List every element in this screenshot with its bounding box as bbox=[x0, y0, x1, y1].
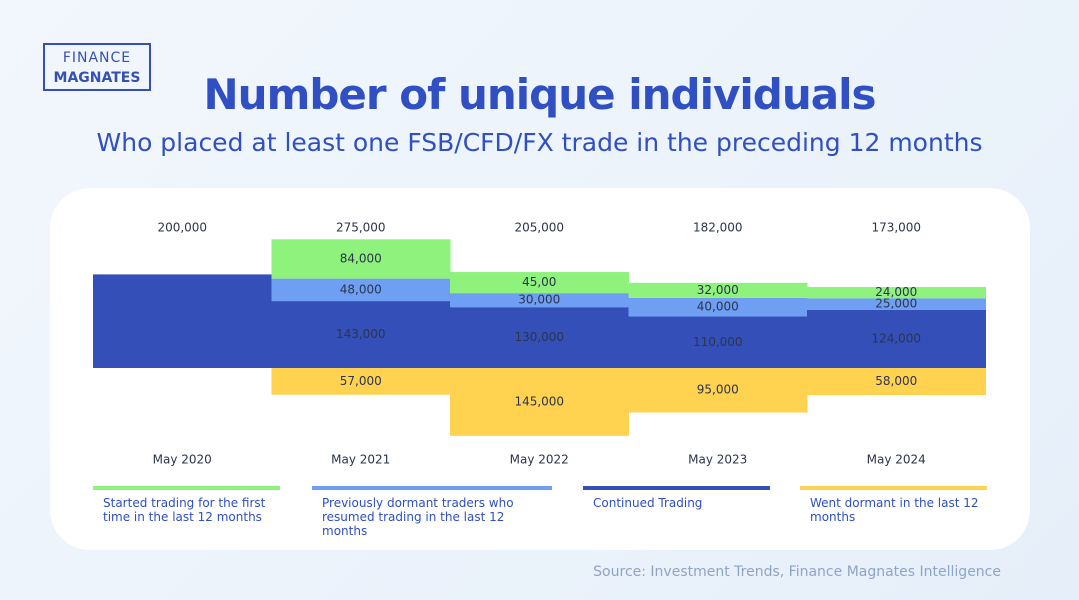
data-label: 145,000 bbox=[514, 394, 564, 408]
bar-segment bbox=[807, 368, 986, 396]
data-label: 40,000 bbox=[697, 300, 739, 314]
bar-segment bbox=[271, 239, 451, 279]
legend-entry: Previously dormant traders who resumed t… bbox=[312, 486, 552, 538]
bar-segment bbox=[628, 368, 808, 413]
total-label: 275,000 bbox=[336, 221, 386, 235]
data-label: 25,000 bbox=[875, 297, 917, 311]
bar-segment bbox=[807, 287, 986, 299]
bar-segment bbox=[628, 297, 808, 317]
bar-segment bbox=[450, 307, 629, 368]
data-label: 84,000 bbox=[340, 251, 382, 265]
legend-entry: Went dormant in the last 12 months bbox=[800, 486, 987, 524]
logo-text: FINANCE bbox=[62, 50, 132, 66]
data-label: 45,00 bbox=[522, 275, 556, 289]
legend-entry: Started trading for the first time in th… bbox=[93, 486, 280, 524]
x-tick-label: May 2023 bbox=[688, 453, 747, 467]
logo: FINANCE MAGNATES bbox=[43, 43, 151, 91]
data-label: 95,000 bbox=[697, 383, 739, 397]
x-tick-label: May 2022 bbox=[510, 453, 569, 467]
total-label: 173,000 bbox=[871, 221, 921, 235]
data-label: 124,000 bbox=[871, 331, 921, 345]
data-label: 143,000 bbox=[336, 327, 386, 341]
total-label: 200,000 bbox=[157, 221, 207, 235]
total-label: 205,000 bbox=[514, 221, 564, 235]
source: Source: Investment Trends, Finance Magna… bbox=[593, 564, 1001, 580]
bar-segment bbox=[807, 309, 986, 368]
bar-segment bbox=[450, 368, 629, 436]
data-label: 57,000 bbox=[340, 374, 382, 388]
bar-segment bbox=[271, 301, 451, 368]
bar-segment bbox=[450, 272, 629, 294]
bar-segment bbox=[271, 368, 451, 395]
x-tick-label: May 2020 bbox=[153, 453, 212, 467]
data-label: 24,000 bbox=[875, 285, 917, 299]
logo-text: MAGNATES bbox=[53, 70, 141, 86]
bar-segment bbox=[807, 298, 986, 310]
data-label: 130,000 bbox=[514, 330, 564, 344]
bar-segment bbox=[628, 316, 808, 368]
data-label: 110,000 bbox=[693, 335, 743, 349]
chart-subtitle: Who placed at least one FSB/CFD/FX trade… bbox=[96, 128, 983, 157]
bar-segment bbox=[271, 278, 451, 302]
data-label: 48,000 bbox=[340, 282, 382, 296]
legend-entry: Continued Trading bbox=[583, 486, 770, 510]
total-label: 182,000 bbox=[693, 221, 743, 235]
x-tick-label: May 2024 bbox=[867, 453, 926, 467]
x-tick-label: May 2021 bbox=[331, 453, 390, 467]
bar-segment bbox=[450, 293, 629, 308]
bar-segment bbox=[93, 274, 272, 368]
data-label: 32,000 bbox=[697, 283, 739, 297]
chart-title: Number of unique individuals bbox=[203, 70, 877, 119]
bar-segment bbox=[628, 282, 808, 298]
data-label: 58,000 bbox=[875, 374, 917, 388]
data-label: 30,000 bbox=[518, 293, 560, 307]
